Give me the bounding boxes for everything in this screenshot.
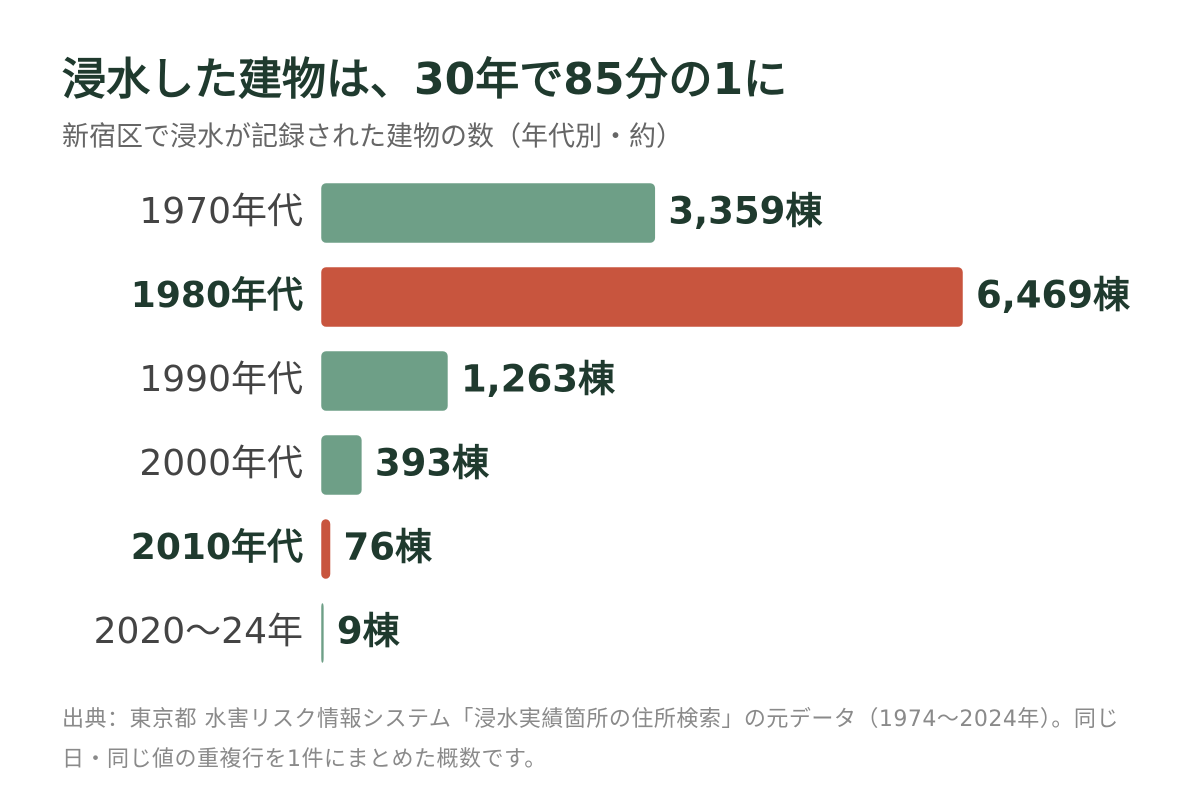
value-label: 1,263棟 bbox=[461, 358, 616, 401]
category-label: 2020〜24年 bbox=[94, 611, 303, 652]
value-label: 3,359棟 bbox=[668, 190, 823, 233]
category-label: 1980年代 bbox=[131, 275, 303, 316]
bar bbox=[321, 435, 362, 495]
category-label: 2000年代 bbox=[139, 443, 303, 484]
value-label: 393棟 bbox=[375, 442, 490, 485]
source-note: 出典：東京都 水害リスク情報システム「浸水実績箇所の住所検索」の元データ（197… bbox=[62, 707, 1119, 772]
chart-title: 浸水した建物は、30年で85分の1に bbox=[62, 54, 787, 105]
bar bbox=[321, 519, 331, 579]
chart-subtitle: 新宿区で浸水が記録された建物の数（年代別・約） bbox=[62, 122, 683, 153]
bar bbox=[321, 183, 656, 243]
value-label: 76棟 bbox=[344, 526, 433, 569]
category-label: 1990年代 bbox=[139, 359, 303, 400]
category-label: 2010年代 bbox=[131, 527, 303, 568]
category-label: 1970年代 bbox=[139, 191, 303, 232]
bar bbox=[321, 603, 324, 663]
bar bbox=[321, 267, 963, 327]
value-label: 9棟 bbox=[337, 610, 401, 653]
chart: 浸水した建物は、30年で85分の1に 新宿区で浸水が記録された建物の数（年代別・… bbox=[62, 54, 1131, 663]
value-label: 6,469棟 bbox=[976, 274, 1131, 317]
bar bbox=[321, 351, 448, 411]
